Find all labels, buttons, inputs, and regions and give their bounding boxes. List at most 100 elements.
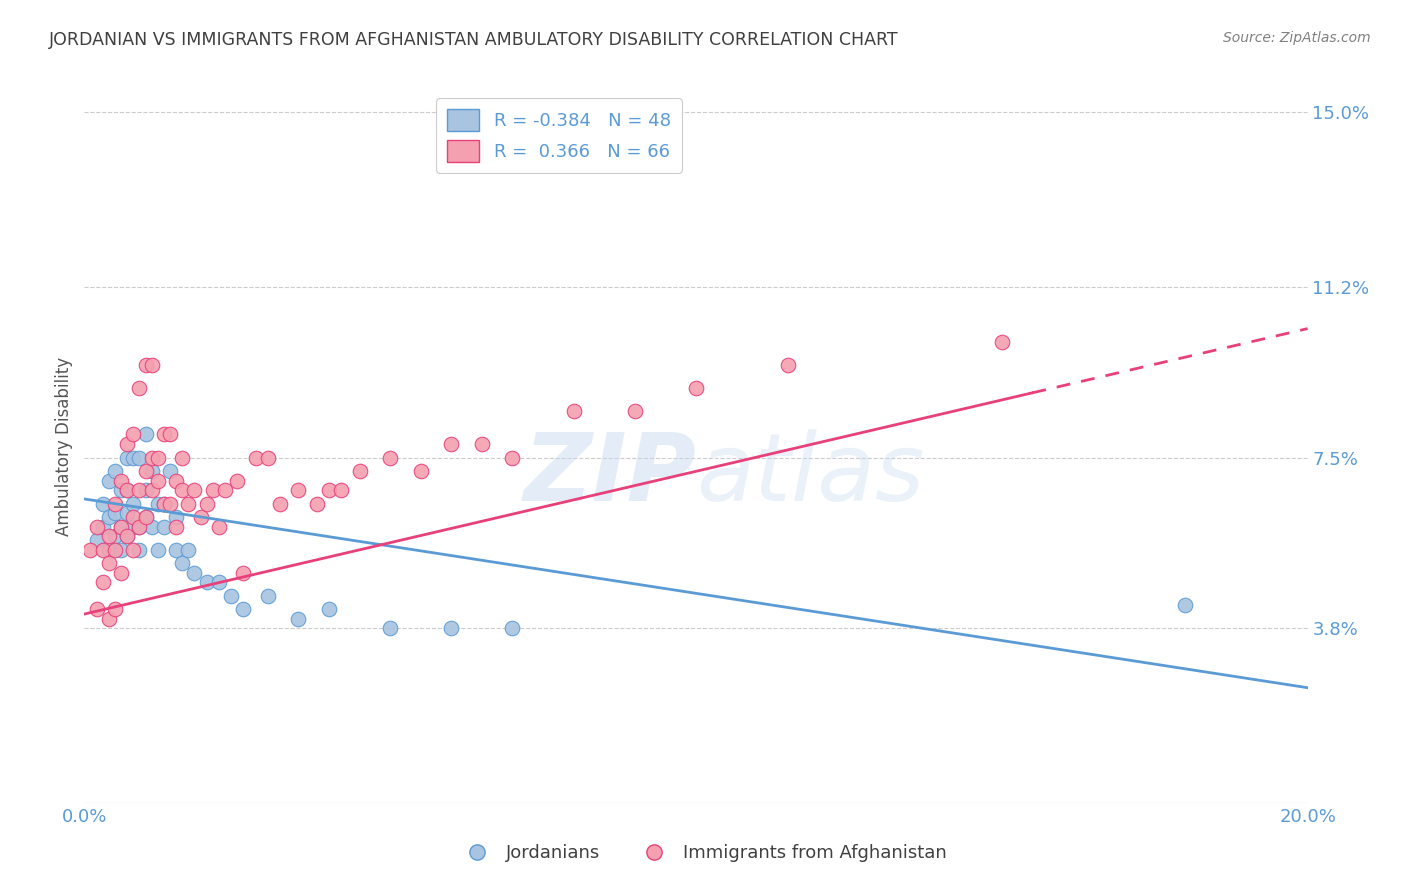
Point	[409, 464, 432, 478]
Point	[214, 483, 236, 497]
Point	[380, 621, 402, 635]
Point	[141, 519, 163, 533]
Point	[440, 436, 463, 450]
Point	[201, 483, 224, 497]
Point	[97, 542, 120, 557]
Point	[177, 542, 200, 557]
Point	[122, 427, 145, 442]
Point	[91, 574, 114, 589]
Point	[115, 450, 138, 465]
Point	[115, 483, 138, 497]
Point	[305, 497, 328, 511]
Point	[97, 529, 120, 543]
Point	[128, 450, 150, 465]
Point	[195, 574, 218, 589]
Point	[1174, 598, 1197, 612]
Point	[128, 381, 150, 395]
Point	[115, 483, 138, 497]
Point	[104, 529, 127, 543]
Point	[110, 519, 132, 533]
Point	[172, 483, 194, 497]
Point	[330, 483, 353, 497]
Point	[232, 566, 254, 580]
Point	[991, 335, 1014, 350]
Point	[135, 483, 157, 497]
Point	[195, 497, 218, 511]
Point	[122, 497, 145, 511]
Point	[110, 519, 132, 533]
Point	[104, 542, 127, 557]
Point	[97, 557, 120, 571]
Point	[257, 589, 280, 603]
Point	[165, 519, 187, 533]
Point	[97, 474, 120, 488]
Point	[257, 450, 280, 465]
Point	[183, 483, 205, 497]
Point	[685, 381, 707, 395]
Point	[318, 602, 340, 616]
Point	[104, 464, 127, 478]
Point	[146, 450, 169, 465]
Legend: R = -0.384   N = 48, R =  0.366   N = 66: R = -0.384 N = 48, R = 0.366 N = 66	[436, 98, 682, 173]
Point	[624, 404, 647, 418]
Point	[110, 542, 132, 557]
Point	[172, 557, 194, 571]
Y-axis label: Ambulatory Disability: Ambulatory Disability	[55, 357, 73, 535]
Point	[146, 497, 169, 511]
Point	[141, 464, 163, 478]
Point	[110, 566, 132, 580]
Point	[135, 359, 157, 373]
Point	[776, 359, 799, 373]
Point	[440, 621, 463, 635]
Point	[287, 612, 309, 626]
Point	[153, 519, 176, 533]
Point	[115, 436, 138, 450]
Point	[502, 450, 524, 465]
Point	[502, 621, 524, 635]
Point	[226, 474, 249, 488]
Point	[153, 497, 176, 511]
Point	[141, 450, 163, 465]
Point	[208, 574, 231, 589]
Point	[165, 510, 187, 524]
Point	[128, 519, 150, 533]
Point	[153, 427, 176, 442]
Point	[135, 510, 157, 524]
Point	[122, 450, 145, 465]
Point	[190, 510, 212, 524]
Text: Source: ZipAtlas.com: Source: ZipAtlas.com	[1223, 31, 1371, 45]
Point	[159, 464, 181, 478]
Point	[91, 542, 114, 557]
Point	[86, 602, 108, 616]
Point	[135, 510, 157, 524]
Point	[79, 542, 101, 557]
Point	[122, 519, 145, 533]
Point	[232, 602, 254, 616]
Text: JORDANIAN VS IMMIGRANTS FROM AFGHANISTAN AMBULATORY DISABILITY CORRELATION CHART: JORDANIAN VS IMMIGRANTS FROM AFGHANISTAN…	[49, 31, 898, 49]
Point	[135, 464, 157, 478]
Point	[115, 506, 138, 520]
Text: ZIP: ZIP	[523, 428, 696, 521]
Point	[91, 519, 114, 533]
Point	[287, 483, 309, 497]
Point	[128, 519, 150, 533]
Point	[115, 529, 138, 543]
Point	[165, 474, 187, 488]
Point	[349, 464, 371, 478]
Point	[159, 427, 181, 442]
Point	[172, 450, 194, 465]
Legend: Jordanians, Immigrants from Afghanistan: Jordanians, Immigrants from Afghanistan	[451, 838, 955, 870]
Point	[318, 483, 340, 497]
Point	[91, 497, 114, 511]
Point	[128, 483, 150, 497]
Point	[128, 542, 150, 557]
Point	[219, 589, 242, 603]
Point	[110, 474, 132, 488]
Point	[146, 474, 169, 488]
Point	[104, 602, 127, 616]
Point	[135, 427, 157, 442]
Point	[269, 497, 291, 511]
Point	[104, 497, 127, 511]
Point	[159, 497, 181, 511]
Point	[141, 359, 163, 373]
